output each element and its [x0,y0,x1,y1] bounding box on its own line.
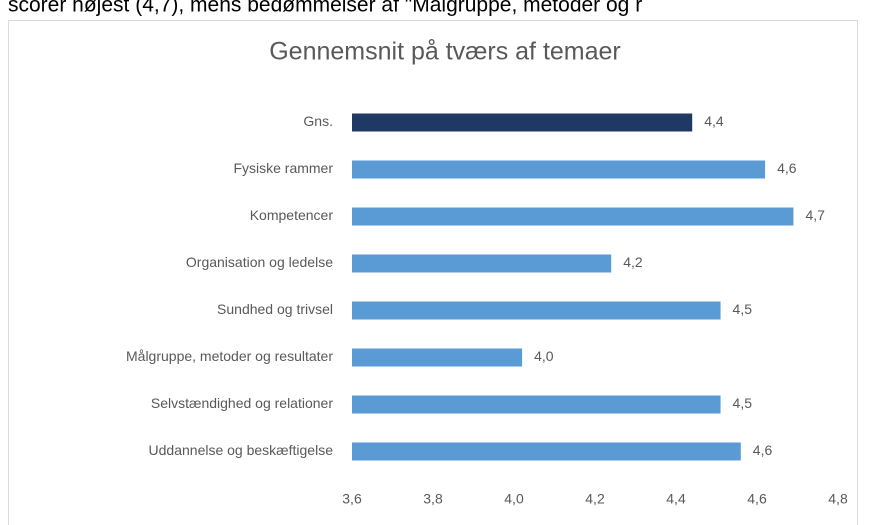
bar [352,301,721,320]
y-tick-label: Selvstændighed og relationer [151,395,333,411]
y-tick-label: Målgruppe, metoder og resultater [126,348,333,364]
chart-title: Gennemsnit på tværs af temaer [269,38,621,66]
x-tick-label: 4,8 [828,491,848,507]
bar [352,160,766,179]
y-tick-label: Gns. [303,113,333,129]
x-tick-label: 3,8 [423,491,443,507]
chart-frame [8,20,858,525]
y-tick-label: Organisation og ledelse [186,254,333,270]
value-label: 4,4 [704,113,724,129]
y-tick-label: Sundhed og trivsel [217,301,333,317]
y-tick-label: Fysiske rammer [233,160,333,176]
value-label: 4,7 [805,207,825,223]
bar [352,207,794,226]
bar [352,348,523,367]
value-label: 4,5 [733,395,753,411]
x-tick-label: 4,2 [585,491,605,507]
value-label: 4,2 [623,254,643,270]
value-label: 4,0 [534,348,554,364]
y-tick-label: Uddannelse og beskæftigelse [149,442,334,458]
bar [352,254,612,273]
y-tick-label: Kompetencer [250,207,334,223]
value-label: 4,6 [777,160,797,176]
value-label: 4,5 [733,301,753,317]
bar [352,395,721,414]
bar [352,113,693,132]
header-text: scorer højest (4,7), mens bedømmelser af… [8,0,642,17]
value-label: 4,6 [753,442,773,458]
x-tick-label: 3,6 [342,491,362,507]
x-tick-label: 4,0 [504,491,524,507]
bar [352,442,741,461]
x-tick-label: 4,6 [747,491,767,507]
x-tick-label: 4,4 [666,491,686,507]
